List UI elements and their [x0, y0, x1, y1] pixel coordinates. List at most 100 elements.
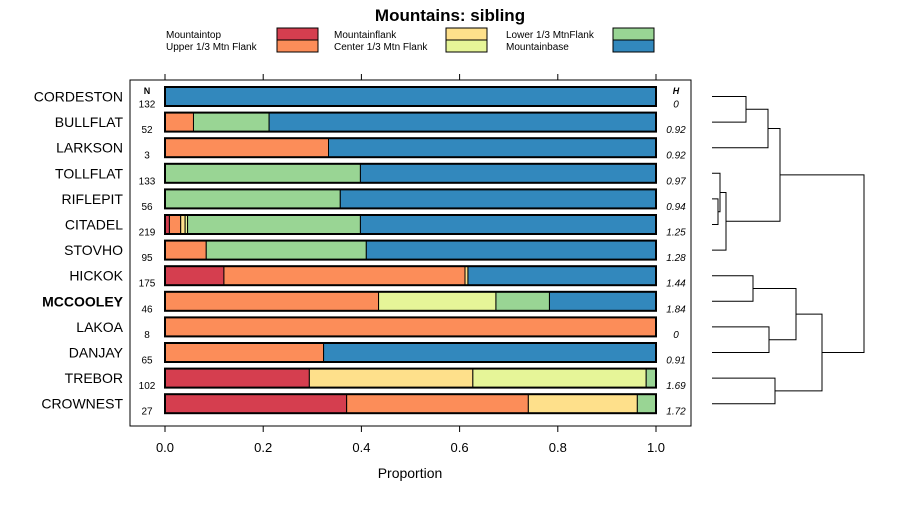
legend-swatch	[276, 39, 319, 53]
n-value: 8	[144, 330, 150, 341]
category-label: MCCOOLEY	[42, 293, 124, 309]
dendrogram-branch	[712, 192, 727, 251]
bar-segment-lower-1-3-mtnflank	[645, 368, 657, 389]
n-value: 132	[139, 100, 156, 111]
top-axis	[164, 74, 657, 80]
bar-outline	[164, 111, 657, 133]
bar-row: STOVHO 95 1.28	[64, 239, 686, 264]
dendrogram-branch	[712, 377, 776, 405]
bar-segment-mountainbase	[467, 265, 657, 286]
category-label: LAKOA	[76, 319, 123, 335]
legend-item-upper-1-3-mtn-flank: Upper 1/3 Mtn Flank	[166, 39, 319, 53]
h-value: 0.97	[666, 176, 686, 187]
category-label: RIFLEPIT	[62, 191, 124, 207]
legend-swatch	[276, 27, 319, 41]
bar-row: TOLLFLAT 133 0.97	[55, 162, 686, 187]
n-value: 65	[141, 356, 153, 367]
bar-segment-mountaintop	[164, 368, 310, 389]
category-label: TREBOR	[65, 370, 123, 386]
n-value: 27	[141, 407, 153, 418]
bar-segment-lower-1-3-mtnflank	[164, 163, 361, 184]
n-value: 175	[139, 279, 156, 290]
category-label: LARKSON	[56, 140, 123, 156]
n-value: 56	[141, 202, 153, 213]
bar-row: CROWNEST 27 1.72	[41, 393, 686, 418]
n-value: 219	[139, 228, 156, 239]
bar-segment-mountainbase	[339, 188, 657, 209]
dendrogram-branch	[753, 288, 797, 341]
x-tick-label: 0.6	[451, 440, 469, 455]
category-label: HICKOK	[69, 268, 123, 284]
bar-row: LAKOA 8 0	[76, 316, 679, 341]
bar-row: HICKOK 175 1.44	[69, 265, 686, 290]
dendrogram-branch	[712, 275, 754, 302]
category-label: CROWNEST	[41, 396, 123, 412]
dendrogram-branch	[712, 172, 721, 213]
bar-segment-upper-1-3-mtn-flank	[164, 316, 657, 337]
legend-item-mountainflank: Mountainflank	[334, 27, 488, 41]
h-value: 0.92	[666, 125, 686, 136]
bar-outline	[164, 265, 657, 287]
h-value: 0.94	[666, 202, 686, 213]
n-value: 102	[139, 381, 156, 392]
bar-segment-mountainbase	[359, 214, 657, 235]
chart-title: Mountains: sibling	[375, 6, 525, 25]
x-tick-label: 0.0	[156, 440, 174, 455]
bar-segment-mountainbase	[359, 163, 657, 184]
bar-row: MCCOOLEY 46 1.84	[42, 290, 686, 315]
bar-row: DANJAY 65 0.91	[69, 342, 686, 367]
bar-segment-mountainbase	[164, 86, 657, 107]
h-header: H	[673, 86, 680, 96]
bar-segment-lower-1-3-mtnflank	[187, 214, 361, 235]
bar-outline	[164, 137, 657, 159]
x-tick-label: 0.8	[549, 440, 567, 455]
bar-segment-lower-1-3-mtnflank	[192, 112, 270, 133]
dendrogram-branch	[780, 174, 865, 353]
bar-outline	[164, 214, 657, 235]
h-value: 1.25	[666, 228, 686, 239]
bar-row: CITADEL 219 1.25	[65, 214, 686, 239]
dendrogram-branch	[712, 198, 719, 225]
n-value: 95	[141, 253, 153, 264]
h-value: 0	[673, 100, 679, 111]
bar-row: TREBOR 102 1.69	[65, 367, 686, 392]
bar-segment-upper-1-3-mtn-flank	[346, 393, 529, 414]
category-label: CORDESTON	[34, 89, 123, 105]
bar-outline	[164, 393, 657, 415]
bar-segment-upper-1-3-mtn-flank	[164, 291, 380, 312]
x-axis: 0.0 0.2 0.4 0.6 0.8 1.0	[156, 426, 665, 455]
legend-label: Lower 1/3 MtnFlank	[506, 30, 595, 41]
dendrogram-branch	[712, 326, 770, 353]
bar-segment-lower-1-3-mtnflank	[495, 291, 550, 312]
n-value: 52	[141, 125, 153, 136]
bar-segment-mountaintop	[164, 393, 348, 414]
bar-segment-upper-1-3-mtn-flank	[164, 240, 207, 261]
bar-row: BULLFLAT 52 0.92	[55, 111, 686, 136]
category-label: TOLLFLAT	[55, 165, 123, 181]
n-header: N	[144, 86, 151, 96]
category-label: DANJAY	[69, 345, 124, 361]
legend-label: Mountaintop	[166, 30, 221, 41]
h-value: 1.44	[666, 279, 686, 290]
x-tick-label: 0.4	[352, 440, 370, 455]
legend-swatch	[445, 27, 488, 41]
legend-label: Upper 1/3 Mtn Flank	[166, 42, 258, 53]
legend-swatch	[612, 27, 655, 41]
legend-item-center-1-3-mtn-flank: Center 1/3 Mtn Flank	[334, 39, 488, 53]
legend-label: Mountainflank	[334, 30, 397, 41]
bar-segment-lower-1-3-mtnflank	[205, 240, 367, 261]
bar-segment-center-1-3-mtn-flank	[472, 368, 647, 389]
dendrogram-branch	[712, 96, 747, 123]
dendrogram-branch	[712, 108, 769, 149]
bar-segment-mountainbase	[548, 291, 657, 312]
bar-segment-upper-1-3-mtn-flank	[164, 342, 325, 363]
bar-segment-upper-1-3-mtn-flank	[164, 137, 330, 158]
dendrogram-branch	[775, 313, 823, 392]
n-value: 133	[139, 176, 156, 187]
h-value: 1.69	[666, 381, 686, 392]
n-value: 3	[144, 151, 150, 162]
bar-segment-mountainbase	[328, 137, 657, 158]
bar-segment-upper-1-3-mtn-flank	[223, 265, 466, 286]
category-label: BULLFLAT	[55, 114, 124, 130]
x-axis-label: Proportion	[378, 465, 443, 481]
